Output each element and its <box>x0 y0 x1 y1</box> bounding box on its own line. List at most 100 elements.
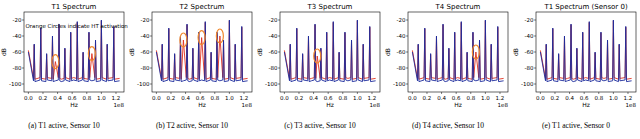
spectrum-line <box>412 20 503 82</box>
caption: (e) T1 active, Sensor 0 <box>542 121 610 130</box>
y-tick <box>150 84 152 85</box>
x-tick <box>412 92 413 94</box>
caption: (b) T2 active, Sensor 10 <box>156 121 228 130</box>
y-tick-label: -80 <box>397 65 406 71</box>
y-axis-label: dB <box>0 48 7 56</box>
x-tick <box>57 92 58 94</box>
plot-area <box>412 20 503 82</box>
caption: (d) T4 active, Sensor 10 <box>412 121 484 130</box>
x-tick <box>170 92 171 94</box>
y-tick <box>278 68 280 69</box>
y-tick-label: -20 <box>141 17 150 23</box>
y-tick-label: -100 <box>265 81 278 87</box>
x-tick <box>243 92 244 94</box>
x-tick <box>499 92 500 94</box>
highlight-circle <box>198 31 205 45</box>
x-tick-label: 1.2 <box>624 95 633 101</box>
x-tick <box>357 92 358 94</box>
x-tick <box>328 92 329 94</box>
spectrum-line <box>28 21 119 79</box>
x-tick-label: 0.8 <box>466 95 475 101</box>
title: T3 Spectrum <box>307 3 353 11</box>
y-tick-label: -100 <box>9 81 22 87</box>
panel: -100-80-60-40-200.00.20.40.60.81.01.2T3 … <box>256 3 380 130</box>
y-tick <box>150 68 152 69</box>
y-tick <box>150 20 152 21</box>
x-tick-label: 1.0 <box>481 95 490 101</box>
x-axis-label: Hz <box>326 101 334 108</box>
x-tick <box>627 92 628 94</box>
x-tick <box>456 92 457 94</box>
highlight-circle <box>314 49 321 63</box>
y-tick-label: -80 <box>525 65 534 71</box>
spectrum-line <box>28 20 119 82</box>
x-tick-label: 0.2 <box>167 95 176 101</box>
spectrum-line <box>284 20 375 82</box>
y-axis-label: dB <box>512 48 519 56</box>
y-tick <box>278 52 280 53</box>
caption: (a) T1 active, Sensor 10 <box>28 121 100 130</box>
y-tick <box>534 36 536 37</box>
x-tick <box>298 92 299 94</box>
x-axis-label: Hz <box>582 101 590 108</box>
x-tick <box>229 92 230 94</box>
y-tick-label: -40 <box>525 33 534 39</box>
panel: -100-80-60-40-200.00.20.40.60.81.01.2T1 … <box>512 3 636 130</box>
y-tick-label: -20 <box>525 17 534 23</box>
y-tick <box>534 20 536 21</box>
x-offset-label: 1e8 <box>242 102 253 108</box>
y-tick-label: -60 <box>525 49 534 55</box>
x-tick <box>613 92 614 94</box>
y-tick-label: -80 <box>269 65 278 71</box>
spectrum-line <box>540 21 631 79</box>
plot-area <box>156 20 247 82</box>
y-tick-label: -40 <box>141 33 150 39</box>
x-axis-label: Hz <box>70 101 78 108</box>
title: T4 Spectrum <box>435 3 481 11</box>
plot-frame <box>536 12 636 92</box>
x-tick-label: 0.8 <box>594 95 603 101</box>
spectrum-line <box>412 21 503 79</box>
title: T1 Spectrum (Sensor 0) <box>543 3 628 11</box>
panel: -100-80-60-40-200.00.20.40.60.81.01.2T1 … <box>0 3 128 130</box>
x-tick-label: 1.0 <box>609 95 618 101</box>
x-tick <box>470 92 471 94</box>
y-tick <box>150 36 152 37</box>
spectrum-line <box>540 20 631 82</box>
x-tick-label: 0.0 <box>408 95 417 101</box>
x-tick <box>441 92 442 94</box>
panel: -100-80-60-40-200.00.20.40.60.81.01.2T4 … <box>384 3 508 130</box>
y-tick <box>22 68 24 69</box>
x-tick <box>214 92 215 94</box>
y-tick <box>406 20 408 21</box>
y-tick-label: -80 <box>13 65 22 71</box>
y-tick <box>278 36 280 37</box>
y-tick <box>22 36 24 37</box>
y-tick <box>534 52 536 53</box>
x-tick <box>115 92 116 94</box>
x-tick <box>86 92 87 94</box>
x-tick-label: 1.2 <box>112 95 121 101</box>
y-tick <box>406 36 408 37</box>
plot-frame <box>280 12 380 92</box>
spectrum-line <box>156 21 247 79</box>
x-tick-label: 0.0 <box>280 95 289 101</box>
x-tick <box>28 92 29 94</box>
y-tick <box>150 52 152 53</box>
x-tick-label: 0.8 <box>82 95 91 101</box>
x-offset-label: 1e8 <box>626 102 637 108</box>
x-tick-label: 0.8 <box>210 95 219 101</box>
highlight-circle <box>52 55 59 69</box>
y-tick-label: -40 <box>397 33 406 39</box>
caption: (c) T3 active, Sensor 10 <box>284 121 356 130</box>
y-tick-label: -20 <box>397 17 406 23</box>
y-tick <box>278 84 280 85</box>
spectrum-line <box>284 21 375 79</box>
highlight-circle <box>472 45 479 59</box>
x-tick-label: 0.2 <box>295 95 304 101</box>
x-tick <box>200 92 201 94</box>
x-axis-label: Hz <box>198 101 206 108</box>
y-tick <box>22 84 24 85</box>
y-tick-label: -80 <box>141 65 150 71</box>
plot-area <box>540 20 631 82</box>
